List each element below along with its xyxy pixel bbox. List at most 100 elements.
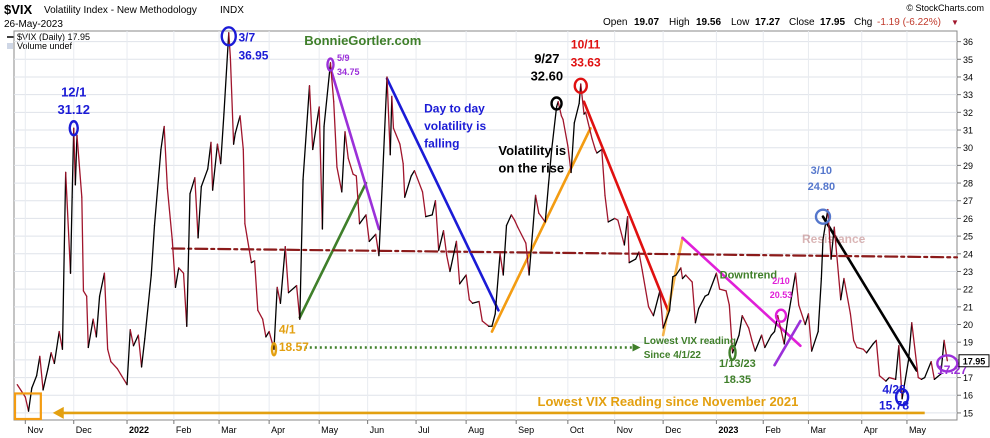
price-segment xyxy=(822,208,829,241)
x-tick-label: Nov xyxy=(617,425,634,435)
price-segment xyxy=(265,330,270,338)
price-segment xyxy=(459,274,467,285)
annotation-label: 32.60 xyxy=(531,69,564,84)
x-tick-label: 2023 xyxy=(718,425,738,435)
price-segment xyxy=(153,148,162,227)
price-segment xyxy=(197,185,202,239)
x-tick-label: Mar xyxy=(810,425,826,435)
price-segment xyxy=(502,224,508,276)
price-segment xyxy=(74,134,78,186)
price-segment xyxy=(628,258,637,264)
price-segment xyxy=(323,62,332,128)
annotation-label: 4/28 xyxy=(882,382,906,396)
x-tick-label: May xyxy=(321,425,339,435)
price-segment xyxy=(930,360,936,380)
highlight-circle xyxy=(894,387,910,407)
annotation-label: volatility is xyxy=(424,119,486,133)
price-segment xyxy=(804,313,810,326)
price-segment xyxy=(421,191,427,218)
close-label: Close xyxy=(789,17,815,28)
price-segment xyxy=(911,322,919,379)
price-segment xyxy=(741,315,750,329)
price-segment xyxy=(534,194,540,214)
price-segment xyxy=(875,339,881,377)
price-segment xyxy=(392,127,401,145)
annotation-label: 15.78 xyxy=(879,398,909,412)
last-price-value: 17.95 xyxy=(963,356,986,366)
annotation-label: on the rise xyxy=(498,160,564,175)
price-segment xyxy=(308,85,314,151)
price-segment xyxy=(691,281,697,324)
price-segment xyxy=(680,267,684,280)
price-segment xyxy=(287,284,298,294)
price-segment xyxy=(344,131,349,159)
price-segment xyxy=(312,106,320,151)
close-value: 17.95 xyxy=(820,17,845,28)
annotation-label: Downtrend xyxy=(720,270,777,282)
price-segment xyxy=(160,125,165,151)
long-arrow-head xyxy=(52,406,64,419)
highlight-circle xyxy=(326,57,335,72)
annotation-label: 34.75 xyxy=(337,67,360,77)
y-tick-label: 29 xyxy=(963,161,973,171)
price-segment xyxy=(189,177,196,195)
price-segment xyxy=(425,214,433,218)
legend-series: $VIX (Daily) 17.95 xyxy=(17,32,90,42)
price-segment xyxy=(751,339,756,352)
price-segment xyxy=(95,295,101,338)
price-segment xyxy=(827,208,832,260)
x-tick-label: Apr xyxy=(864,425,878,435)
price-segment xyxy=(126,329,131,386)
annotation-texts: 12/1 31.12 3/7 36.95 BonnieGortler.com 5/9 34.… xyxy=(57,31,967,413)
price-segment xyxy=(116,368,122,375)
price-segment xyxy=(510,214,516,221)
price-segment xyxy=(748,327,753,342)
price-segment xyxy=(933,373,942,380)
price-segment xyxy=(39,355,44,391)
price-segment xyxy=(528,194,537,276)
x-tick-label: Sep xyxy=(518,425,534,435)
price-segment xyxy=(65,171,72,274)
price-segment xyxy=(82,290,88,297)
high-value: 19.56 xyxy=(696,17,721,28)
exchange-label: INDX xyxy=(220,5,244,16)
price-segment xyxy=(794,272,800,306)
low-value: 17.27 xyxy=(755,17,780,28)
price-segment xyxy=(551,106,558,151)
price-segment xyxy=(163,125,169,190)
price-segment xyxy=(166,187,173,241)
price-segment xyxy=(647,306,655,317)
price-segment xyxy=(681,274,687,280)
highlight-circle xyxy=(550,96,563,111)
price-segment xyxy=(544,184,550,223)
price-segment xyxy=(843,277,852,315)
annotation-label: 4/1 xyxy=(279,322,296,336)
price-segment xyxy=(389,95,393,156)
x-tick-label: Dec xyxy=(76,425,93,435)
price-segment xyxy=(853,339,858,349)
trendline xyxy=(385,77,500,312)
price-segment xyxy=(697,295,706,310)
price-segment xyxy=(144,274,152,340)
price-segment xyxy=(50,352,56,365)
price-segment xyxy=(210,141,214,191)
price-segment xyxy=(386,76,391,156)
highlight-circle xyxy=(270,342,278,357)
price-segment xyxy=(635,251,640,260)
y-tick-label: 28 xyxy=(963,179,973,189)
price-segment xyxy=(279,246,286,304)
price-segment xyxy=(200,168,209,188)
price-segment xyxy=(378,185,383,257)
x-tick-label: Aug xyxy=(468,425,484,435)
price-segment xyxy=(505,214,512,227)
price-segment xyxy=(754,334,763,352)
price-segment xyxy=(47,352,52,370)
price-segment xyxy=(229,56,235,145)
price-segment xyxy=(399,143,404,165)
price-segment xyxy=(718,288,727,292)
price-segment xyxy=(888,376,897,380)
price-segment xyxy=(302,85,311,181)
price-segment xyxy=(232,132,236,145)
price-segment xyxy=(365,214,370,243)
annotation-label: 9/27 xyxy=(534,51,559,66)
